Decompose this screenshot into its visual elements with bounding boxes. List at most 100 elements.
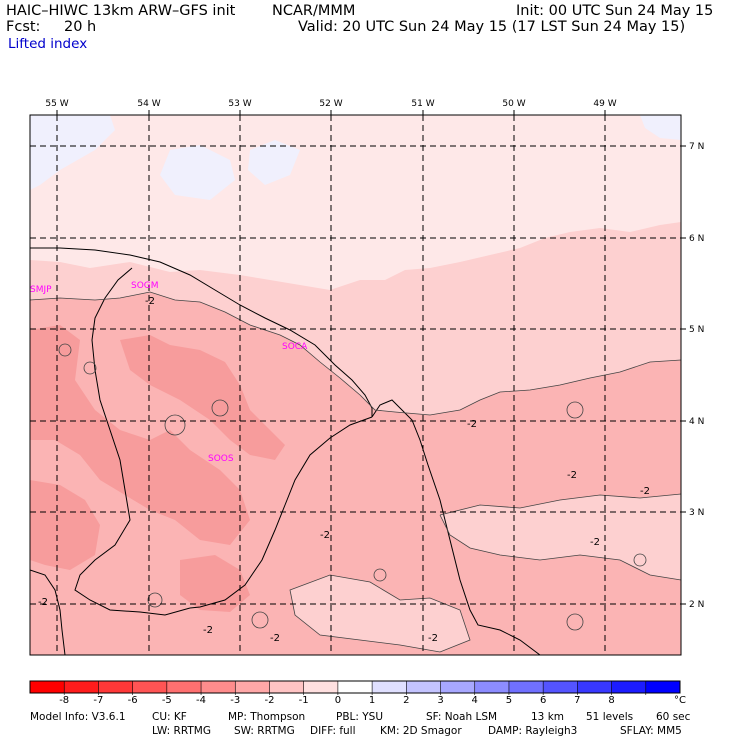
lon-label: 52 W xyxy=(319,99,342,109)
latitude-labels: 7 N 6 N 5 N 4 N 3 N 2 N xyxy=(689,142,704,610)
contour-label: -2 xyxy=(467,419,477,430)
contour-label: -2 xyxy=(428,633,438,644)
colorbar-level-label: -8 xyxy=(59,695,70,706)
shade-0-1-patch xyxy=(30,115,115,190)
colorbar-swatch xyxy=(235,681,270,693)
colorbar-swatch xyxy=(577,681,613,693)
colorbar-unit: °C xyxy=(674,695,686,706)
colorbar-level-label: 7 xyxy=(574,695,581,706)
colorbar-level-label: -2 xyxy=(264,695,275,706)
border-suriname-guiana xyxy=(189,416,373,609)
border-guyana-suriname xyxy=(74,267,191,616)
longitude-labels: 55 W 54 W 53 W 52 W 51 W 50 W 49 W xyxy=(45,99,616,109)
colorbar-level-label: -5 xyxy=(161,695,172,706)
graticule xyxy=(30,115,681,655)
colorbar-level-label: 0 xyxy=(334,695,342,706)
colorbar-swatch xyxy=(440,681,476,693)
colorbar-swatch xyxy=(543,681,578,693)
footer-sflay: SFLAY: MM5 xyxy=(620,725,682,737)
colorbar-swatch xyxy=(508,681,544,693)
init-time: Init: 00 UTC Sun 24 May 15 xyxy=(516,3,714,19)
lon-label: 53 W xyxy=(228,99,251,109)
shade-below-minus3 xyxy=(180,555,250,612)
colorbar-level-label: 1 xyxy=(368,695,376,706)
lat-label: 6 N xyxy=(689,234,704,244)
shade-0-1-patch xyxy=(160,145,235,200)
colorbar-swatch xyxy=(611,681,647,693)
contour-label: -2 xyxy=(145,296,155,307)
colorbar-level-label: 3 xyxy=(437,695,444,706)
colorbar-swatch xyxy=(474,681,510,693)
lon-label: 55 W xyxy=(45,99,68,109)
colorbar-swatch xyxy=(30,681,65,693)
colorbar-swatch xyxy=(98,681,134,693)
footer-timestep: 60 sec xyxy=(656,711,691,723)
colorbar-swatch xyxy=(64,681,99,693)
station-soca: SOCA xyxy=(282,342,308,352)
colorbar-swatch xyxy=(269,681,305,693)
footer-lw: LW: RRTMG xyxy=(152,725,211,737)
footer-km: KM: 2D Smagor xyxy=(380,725,462,737)
footer-diff: DIFF: full xyxy=(310,725,356,737)
lat-label: 4 N xyxy=(689,417,704,427)
colorbar-swatch xyxy=(337,681,373,693)
shade-minus2-minus1-patch xyxy=(440,494,681,580)
footer-levels: 51 levels xyxy=(586,711,634,723)
colorbar-level-label: 4 xyxy=(471,695,478,706)
contour-label: -2 xyxy=(38,597,48,608)
lon-label: 54 W xyxy=(137,99,160,109)
footer-model-info: Model Info: V3.6.1 xyxy=(30,711,126,723)
colorbar-level-label: -3 xyxy=(230,695,241,706)
contour-minus2-lines xyxy=(30,291,681,653)
colorbar-swatch xyxy=(645,681,681,693)
contour-label: -2 xyxy=(270,633,280,644)
lat-label: 7 N xyxy=(689,142,704,152)
lon-label: 49 W xyxy=(593,99,616,109)
station-sogm: SOGM xyxy=(131,281,159,291)
footer-damp: DAMP: Rayleigh3 xyxy=(488,725,578,737)
colorbar-level-label: -4 xyxy=(196,695,207,706)
shade-minus2-minus1-patch xyxy=(290,575,470,652)
colorbar xyxy=(29,680,681,695)
colorbar-level-label: 5 xyxy=(505,695,513,706)
station-soos: SOOS xyxy=(208,454,234,464)
contour-labels: -2 -2 -2 -2 -2 -2 -2 -2 -2 -2 xyxy=(38,296,650,644)
station-labels: SMJP SOGM SOCA SOOS xyxy=(30,281,308,464)
map-field xyxy=(30,115,681,655)
shade-0-1-patch xyxy=(640,115,681,140)
model-title: HAIC–HIWC 13km ARW–GFS init xyxy=(6,3,236,19)
shade-below-minus3 xyxy=(30,325,250,545)
footer-sw: SW: RRTMG xyxy=(234,725,295,737)
footer-cu: CU: KF xyxy=(152,711,187,723)
colorbar-level-label: -7 xyxy=(93,695,104,706)
fcst-value: 20 h xyxy=(64,19,97,35)
footer-sf: SF: Noah LSM xyxy=(426,711,498,723)
org-label: NCAR/MMM xyxy=(272,3,356,19)
contour-label: -2 xyxy=(590,537,600,548)
colorbar-swatch xyxy=(303,681,339,693)
colorbar-level-label: -6 xyxy=(127,695,138,706)
shade-0-1-patch xyxy=(248,140,300,185)
coastlines xyxy=(30,247,541,655)
field-name: Lifted index xyxy=(8,36,88,52)
colorbar-swatch xyxy=(132,681,168,693)
colorbar-swatch xyxy=(406,681,442,693)
colorbar-swatch xyxy=(166,681,202,693)
valid-time: Valid: 20 UTC Sun 24 May 15 (17 LST Sun … xyxy=(298,19,686,35)
fcst-label: Fcst: xyxy=(6,19,41,35)
colorbar-level-label: 6 xyxy=(539,695,547,706)
colorbar-level-label: -1 xyxy=(298,695,309,706)
map-frame xyxy=(29,114,682,656)
station-smjp: SMJP xyxy=(30,285,52,295)
colorbar-swatch xyxy=(372,681,407,693)
shade-below-minus3 xyxy=(120,335,285,460)
coastline-east xyxy=(371,399,541,655)
colorbar-level-label: 2 xyxy=(403,695,410,706)
lon-label: 50 W xyxy=(502,99,525,109)
footer-pbl: PBL: YSU xyxy=(336,711,384,723)
lon-label: 51 W xyxy=(411,99,434,109)
axis-ticks xyxy=(56,110,686,605)
colorbar-level-label: 8 xyxy=(608,695,615,706)
lat-label: 5 N xyxy=(689,325,704,335)
